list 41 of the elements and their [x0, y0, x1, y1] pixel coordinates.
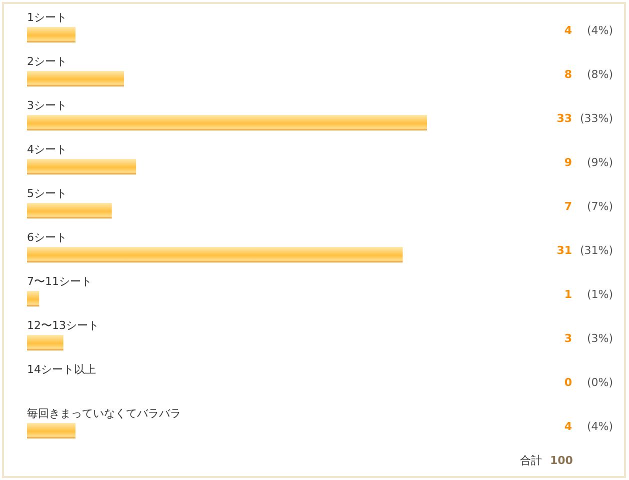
y-tick-label: 14シート以上: [27, 363, 96, 376]
data-label: 8: [564, 68, 572, 81]
text: (4%): [586, 420, 613, 433]
bar: [27, 71, 124, 86]
data-label: 0: [564, 376, 572, 389]
data-label: 1: [564, 288, 572, 301]
y-tick-label: 5シート: [27, 187, 67, 200]
data-label: 3: [564, 332, 572, 345]
bar: [27, 291, 40, 306]
bar: [27, 335, 64, 350]
data-label: 33: [556, 112, 572, 125]
bar: [27, 423, 76, 438]
y-tick-label: 7〜11シート: [27, 275, 92, 288]
text: 100: [550, 454, 574, 467]
text: (8%): [586, 68, 613, 81]
text: (0%): [586, 376, 613, 389]
y-tick-label: 1シート: [27, 11, 67, 24]
text: (4%): [586, 24, 613, 37]
bar: [27, 247, 403, 262]
bar: [27, 115, 427, 130]
data-label: 4: [564, 420, 572, 433]
text: (31%): [580, 244, 613, 257]
y-tick-label: 6シート: [27, 231, 67, 244]
text: (3%): [586, 332, 613, 345]
text: (1%): [586, 288, 613, 301]
text: (9%): [586, 156, 613, 169]
y-tick-label: 3シート: [27, 99, 67, 112]
text: (7%): [586, 200, 613, 213]
text: (33%): [580, 112, 613, 125]
y-tick-label: 12〜13シート: [27, 319, 99, 332]
bar: [27, 203, 112, 218]
text: 合計: [520, 454, 542, 467]
bar: [27, 159, 136, 174]
data-label: 4: [564, 24, 572, 37]
y-tick-label: 毎回きまっていなくてバラバラ: [27, 407, 181, 420]
data-label: 9: [564, 156, 572, 169]
bar: [27, 27, 76, 42]
y-tick-label: 2シート: [27, 55, 67, 68]
data-label: 31: [556, 244, 572, 257]
data-label: 7: [564, 200, 572, 213]
y-tick-label: 4シート: [27, 143, 67, 156]
